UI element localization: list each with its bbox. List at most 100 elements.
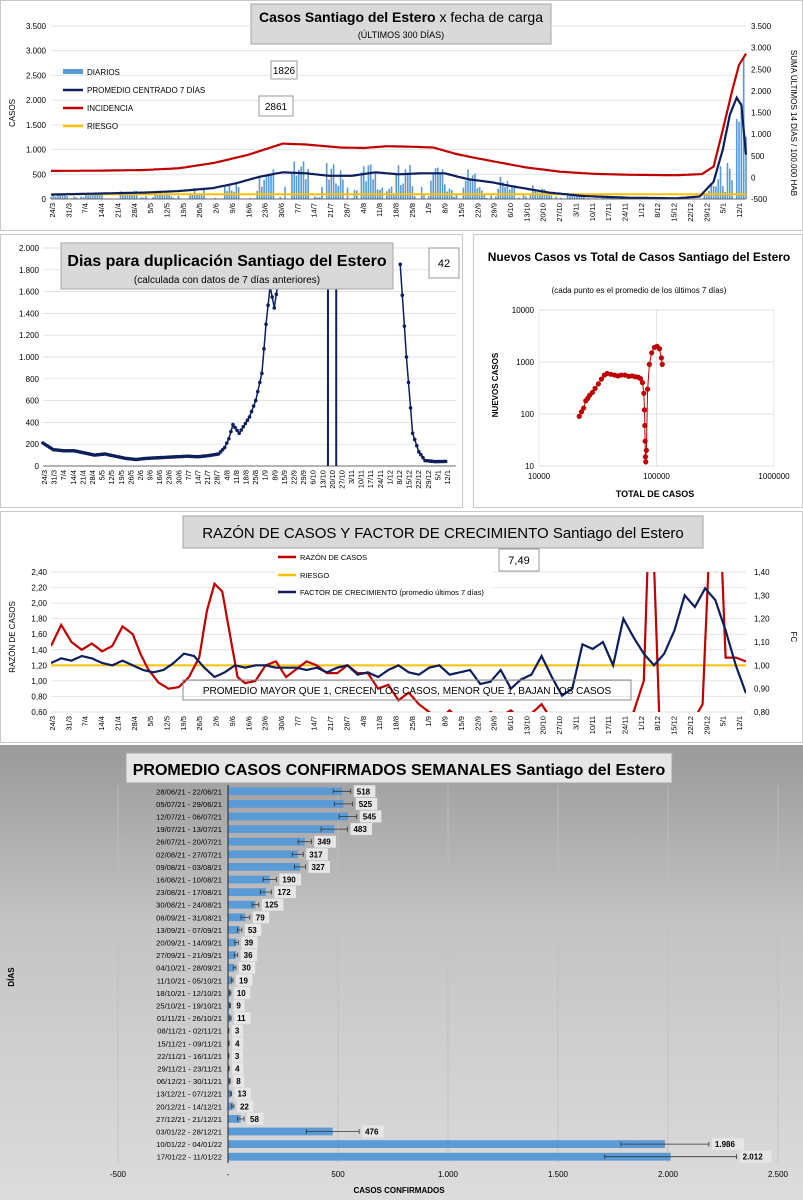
casos-bar (145, 196, 147, 199)
casos-bar (471, 175, 474, 199)
casos-bar (499, 176, 502, 199)
dup-xtick: 18/8 (242, 470, 251, 485)
casos-bar (439, 173, 442, 199)
dup-ytick: 1.600 (19, 288, 40, 297)
casos-bar (569, 194, 571, 199)
prom-value-label: 349 (317, 838, 331, 847)
casos-xtick: 7/7 (293, 203, 302, 213)
prom-label-box (314, 835, 336, 848)
casos-xtick: 3/11 (571, 203, 580, 217)
dup-xtick: 7/4 (59, 470, 68, 480)
prom-value-label: 19 (239, 976, 248, 985)
casos-xtick: 6/10 (506, 203, 515, 218)
casos-xtick: 24/11 (621, 203, 630, 221)
prom-value-label: 476 (365, 1128, 379, 1137)
prom-label-box (355, 797, 378, 810)
prom-category: 29/11/21 - 23/11/21 (157, 1065, 222, 1074)
casos-bar (518, 197, 520, 199)
casos-bar (214, 197, 217, 199)
prom-bar (228, 1140, 665, 1149)
casos-bar (532, 185, 534, 199)
razon-legend-box (275, 550, 493, 602)
razon-note: PROMEDIO MAYOR QUE 1, CRECEN LOS CASOS, … (203, 686, 612, 697)
prom-value-label: 317 (309, 850, 323, 859)
casos-bar (172, 197, 175, 199)
razon-xtick: 27/10 (555, 716, 564, 735)
casos-bar (536, 191, 539, 199)
casos-bar (96, 192, 99, 199)
prom-bar (228, 1077, 230, 1086)
duplicacion-chart-panel: 0 200 400 600 800 1.000 1.200 1.400 1.600 1.800 2.… (0, 234, 463, 508)
razon-xtick: 31/3 (64, 716, 73, 731)
dup-xtick: 14/7 (194, 470, 203, 485)
prom-category: 15/11/21 - 09/11/21 (157, 1039, 222, 1048)
prom-category: 26/07/21 - 20/07/21 (156, 838, 222, 847)
casos-bar (140, 196, 143, 199)
razon-xtick: 18/8 (392, 716, 401, 731)
razon-xtick: 1/9 (424, 716, 433, 726)
casos-xtick: 21/4 (113, 203, 122, 218)
prom-label-box (274, 886, 296, 899)
nuevos-point (649, 350, 655, 356)
prom-value-label: 10 (237, 989, 246, 998)
casos-bar (464, 180, 467, 199)
prom-label-box (359, 810, 382, 823)
prom-value-label: 79 (256, 913, 265, 922)
prom-category: 18/10/21 - 12/10/21 (156, 989, 222, 998)
prom-category: 23/08/21 - 17/08/21 (156, 888, 222, 897)
razon-ytick: 2,40 (31, 568, 47, 577)
casos-bar (738, 121, 740, 199)
diarios-label-box (270, 60, 298, 80)
casos-bar (722, 186, 724, 199)
prom-value-label: 4 (235, 1065, 240, 1074)
casos-xtick: 5/1 (719, 203, 728, 213)
casos-xtick: 13/10 (522, 203, 531, 222)
casos-xtick: 31/3 (64, 203, 73, 218)
nuevos-point (642, 438, 648, 444)
dup-ytick: 200 (26, 440, 40, 449)
casos-xtick: 4/8 (359, 203, 368, 213)
prom-bar (228, 1001, 230, 1010)
prom-value-label: 190 (282, 876, 296, 885)
casos-xtick: 30/6 (277, 203, 286, 218)
dup-xtick: 16/6 (155, 470, 164, 485)
casos-bar (444, 184, 446, 199)
dup-ytick: 600 (26, 397, 40, 406)
casos-bar (374, 172, 377, 199)
nuevos-xtick: 1000000 (758, 472, 790, 481)
casos-xtick: 15/12 (670, 203, 679, 222)
razon-xtick: 7/7 (293, 716, 302, 726)
casos-xtick: 20/10 (539, 203, 548, 222)
casos-ytick: 500 (33, 170, 47, 179)
dup-line-1 (399, 264, 446, 463)
prom-value-label: 3 (235, 1027, 240, 1036)
casos-bar (131, 192, 133, 199)
casos-xtick: 15/9 (457, 203, 466, 218)
casos-bar (237, 187, 240, 199)
prom-value-label: 2.012 (743, 1153, 764, 1162)
casos-chart-panel: Casos Santiago del Estero x fecha de car… (0, 0, 803, 231)
prom-bar (228, 1014, 231, 1023)
casos-xtick: 21/7 (326, 203, 335, 218)
prom-label-box (279, 873, 301, 886)
casos-ytick: 2.000 (26, 96, 47, 105)
casos-bar (411, 186, 414, 199)
promedio-ylabel: DÍAS (7, 967, 16, 987)
casos-y2tick: 1.000 (751, 130, 772, 139)
razon-ytick: 1,80 (31, 615, 47, 624)
casos-bar (161, 194, 164, 199)
dup-xtick: 24/11 (376, 470, 385, 488)
casos-bar (430, 180, 432, 199)
prom-label-box (308, 860, 331, 873)
nuevos-point (658, 355, 664, 361)
prom-label-box (236, 974, 253, 987)
prom-value-label: 13 (238, 1090, 247, 1099)
casos-bar (728, 168, 731, 199)
prom-label-box (234, 1012, 251, 1025)
prom-category: 19/07/21 - 13/07/21 (156, 825, 222, 834)
prom-value-label: 545 (363, 813, 377, 822)
casos-bar (397, 165, 400, 199)
casos-bar (196, 194, 198, 199)
prom-label-box (233, 986, 251, 999)
casos-bar (483, 193, 486, 199)
